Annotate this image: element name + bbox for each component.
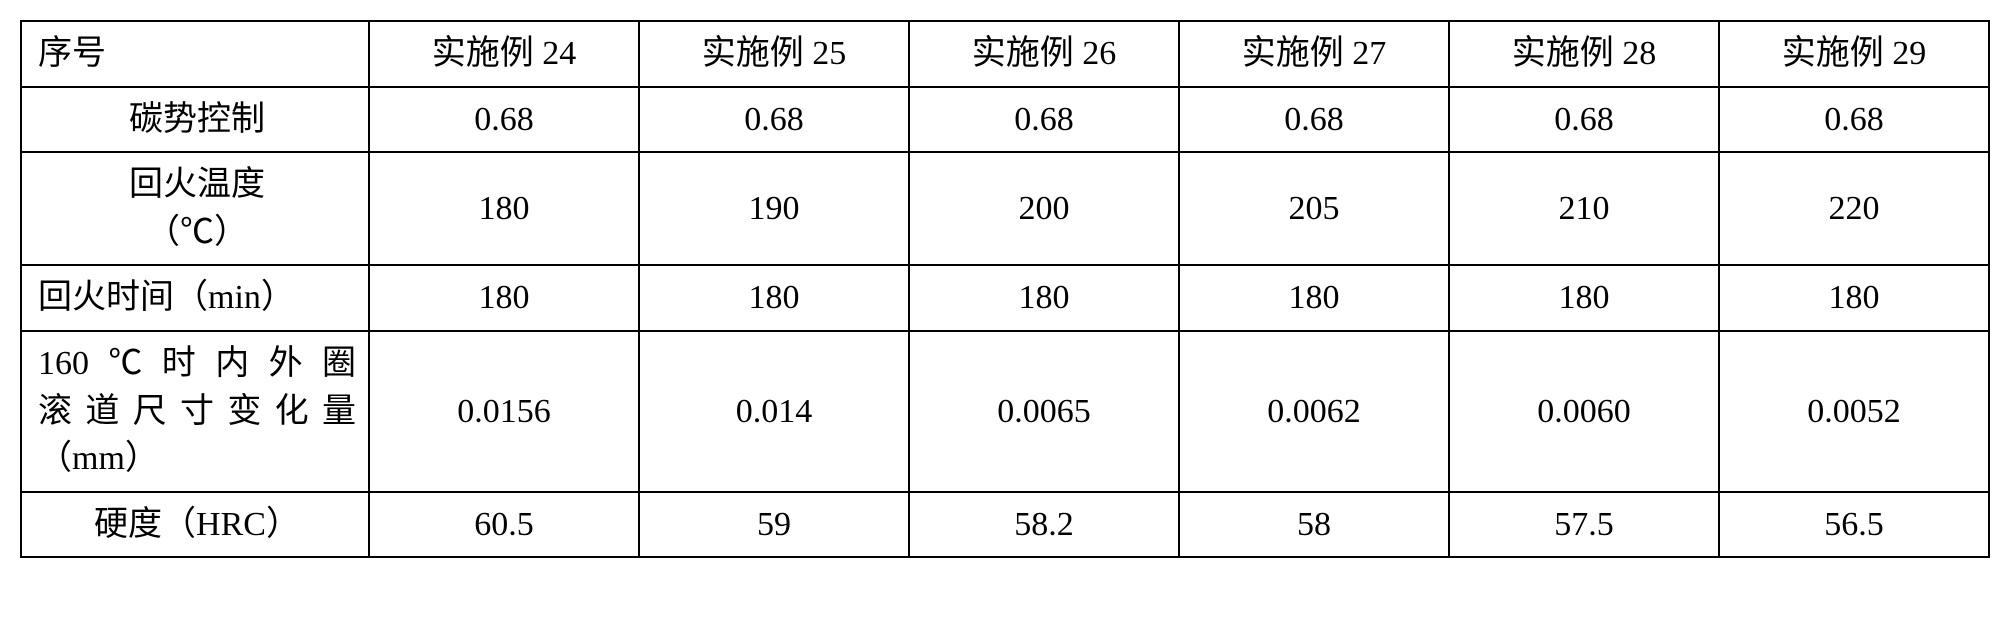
row-value: 0.014 [639, 331, 909, 492]
row-value: 180 [639, 265, 909, 331]
row-label-line3: （mm） [38, 435, 356, 483]
row-value: 59 [639, 492, 909, 558]
row-value: 205 [1179, 152, 1449, 265]
row-value: 180 [369, 265, 639, 331]
row-label-line1: 160℃时内外圈 [38, 340, 356, 388]
row-value: 0.0065 [909, 331, 1179, 492]
table-body: 序号 实施例 24 实施例 25 实施例 26 实施例 27 实施例 28 实施… [21, 21, 1989, 557]
row-label: 160℃时内外圈 滚道尺寸变化量 （mm） [21, 331, 369, 492]
row-value: 0.68 [1449, 87, 1719, 153]
row-value: 0.68 [1719, 87, 1989, 153]
table-row: 回火时间（min） 180 180 180 180 180 180 [21, 265, 1989, 331]
table-header-row: 序号 实施例 24 实施例 25 实施例 26 实施例 27 实施例 28 实施… [21, 21, 1989, 87]
table-row: 硬度（HRC） 60.5 59 58.2 58 57.5 56.5 [21, 492, 1989, 558]
row-value: 58.2 [909, 492, 1179, 558]
table-row: 回火温度 （℃） 180 190 200 205 210 220 [21, 152, 1989, 265]
header-col-5: 实施例 28 [1449, 21, 1719, 87]
row-value: 200 [909, 152, 1179, 265]
row-value: 220 [1719, 152, 1989, 265]
row-value: 180 [1179, 265, 1449, 331]
row-value: 57.5 [1449, 492, 1719, 558]
row-label: 碳势控制 [21, 87, 369, 153]
header-col-1: 实施例 24 [369, 21, 639, 87]
row-value: 0.0060 [1449, 331, 1719, 492]
row-value: 60.5 [369, 492, 639, 558]
row-value: 210 [1449, 152, 1719, 265]
row-label: 回火温度 （℃） [21, 152, 369, 265]
row-label-line1: 回火温度 （℃） [129, 166, 265, 251]
header-label: 序号 [21, 21, 369, 87]
row-value: 180 [1719, 265, 1989, 331]
header-col-4: 实施例 27 [1179, 21, 1449, 87]
header-col-3: 实施例 26 [909, 21, 1179, 87]
row-value: 0.68 [1179, 87, 1449, 153]
row-label-line2: 滚道尺寸变化量 [38, 388, 356, 436]
row-value: 190 [639, 152, 909, 265]
header-col-6: 实施例 29 [1719, 21, 1989, 87]
table-row: 160℃时内外圈 滚道尺寸变化量 （mm） 0.0156 0.014 0.006… [21, 331, 1989, 492]
row-value: 0.68 [639, 87, 909, 153]
row-label: 回火时间（min） [21, 265, 369, 331]
row-value: 180 [1449, 265, 1719, 331]
row-value: 0.0052 [1719, 331, 1989, 492]
row-label: 硬度（HRC） [21, 492, 369, 558]
row-value: 180 [369, 152, 639, 265]
header-col-2: 实施例 25 [639, 21, 909, 87]
row-value: 0.68 [369, 87, 639, 153]
row-value: 180 [909, 265, 1179, 331]
row-value: 0.68 [909, 87, 1179, 153]
table-row: 碳势控制 0.68 0.68 0.68 0.68 0.68 0.68 [21, 87, 1989, 153]
row-value: 0.0156 [369, 331, 639, 492]
row-value: 58 [1179, 492, 1449, 558]
data-table: 序号 实施例 24 实施例 25 实施例 26 实施例 27 实施例 28 实施… [20, 20, 1990, 558]
row-value: 0.0062 [1179, 331, 1449, 492]
row-value: 56.5 [1719, 492, 1989, 558]
